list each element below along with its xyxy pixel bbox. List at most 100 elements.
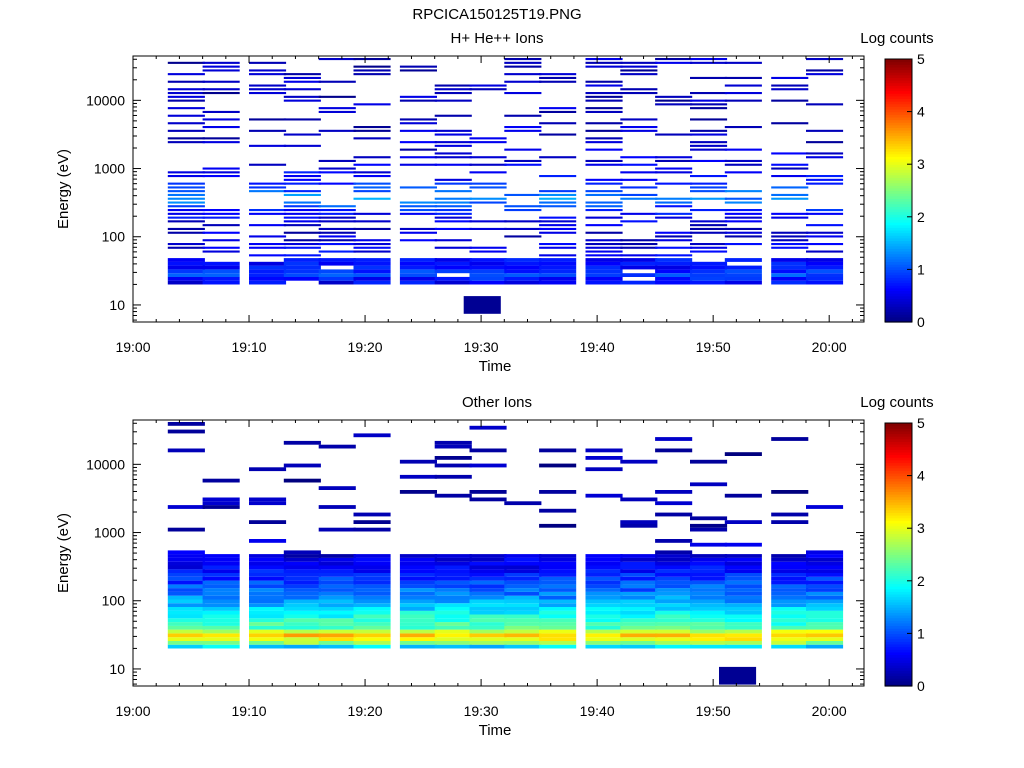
heatmap-cell [318, 637, 356, 641]
heatmap-cell [318, 269, 356, 274]
heatmap-cell [504, 227, 542, 230]
heatmap-cell [690, 614, 728, 619]
heatmap-cell [585, 448, 623, 453]
heatmap-cell [806, 554, 844, 558]
heatmap-cell [249, 539, 287, 543]
heatmap-cell [399, 614, 437, 619]
heatmap-cell [469, 186, 507, 189]
heatmap-cell [771, 175, 809, 178]
heatmap-cell [167, 610, 205, 615]
heatmap-cell [620, 614, 658, 619]
colorbar-segment [885, 609, 912, 613]
heatmap-cell [399, 629, 437, 634]
heatmap-cell [283, 231, 321, 234]
heatmap-cell [167, 80, 205, 83]
heatmap-cell [249, 501, 287, 506]
heatmap-cell [434, 216, 472, 219]
heatmap-cell [585, 591, 623, 596]
heatmap-cell [399, 573, 437, 577]
heatmap-cell [655, 584, 693, 589]
x-tick-label: 19:50 [696, 703, 731, 719]
heatmap-cell [434, 239, 472, 242]
heatmap-cell [655, 280, 693, 285]
colorbar-segment [885, 314, 912, 318]
heatmap-cell [249, 644, 287, 649]
colorbar-segment [885, 122, 912, 126]
heatmap-cell [318, 159, 356, 162]
heatmap-cell [585, 565, 623, 570]
colorbar-segment [885, 641, 912, 645]
heatmap-cell [539, 637, 577, 641]
heatmap-cell [283, 580, 321, 585]
heatmap-cell [585, 193, 623, 196]
heatmap-cell [283, 588, 321, 592]
colorbar-segment [885, 95, 912, 100]
colorbar-segment [885, 74, 912, 79]
heatmap-cell [167, 265, 205, 270]
colorbar-segment [885, 575, 912, 579]
heatmap-cell [399, 569, 437, 573]
colorbar-segment [885, 462, 912, 466]
heatmap-cell [202, 239, 240, 242]
heatmap-cell [539, 220, 577, 223]
heatmap-cell [318, 599, 356, 604]
heatmap-cell [167, 205, 205, 208]
colorbar-tick-label: 5 [917, 415, 925, 431]
colorbar-segment [885, 496, 912, 500]
x-tick-label: 19:10 [232, 339, 267, 355]
heatmap-cell [771, 84, 809, 87]
heatmap-cell [318, 614, 356, 619]
heatmap-cell [167, 557, 205, 562]
heatmap-cell [504, 80, 542, 83]
heatmap-cell [690, 625, 728, 630]
colorbar-segment [885, 164, 912, 168]
heatmap-cell [167, 182, 205, 185]
heatmap-cell [318, 565, 356, 570]
colorbar-segment [885, 449, 912, 453]
heatmap-cell [655, 182, 693, 185]
heatmap-cell [620, 220, 658, 223]
heatmap-cell [167, 212, 205, 215]
heatmap-cell [690, 144, 728, 147]
heatmap-cell [167, 141, 205, 144]
heatmap-cell [771, 235, 809, 238]
heatmap-cell [399, 141, 437, 144]
heatmap-cell [167, 527, 205, 532]
heatmap-cell [585, 610, 623, 615]
heatmap-cell [724, 588, 762, 592]
heatmap-cell [771, 193, 809, 196]
x-axis-label: Time [479, 722, 512, 739]
heatmap-cell [655, 235, 693, 238]
heatmap-cell [283, 258, 321, 262]
colorbar-segment [885, 90, 912, 94]
heatmap-cell [724, 573, 762, 577]
heatmap-cell [585, 61, 623, 64]
heatmap-cell [771, 99, 809, 102]
colorbar-segment [885, 161, 912, 165]
heatmap-cell [283, 622, 321, 626]
heatmap-cell [399, 265, 437, 270]
heatmap-cell [806, 258, 844, 262]
heatmap-cell [655, 159, 693, 162]
heatmap-cell [806, 156, 844, 159]
heatmap-cell [620, 254, 658, 257]
colorbar-segment [885, 636, 912, 640]
heatmap-cell [690, 148, 728, 151]
colorbar-segment [885, 559, 912, 563]
colorbar-segment [885, 266, 912, 270]
colorbar-segment [885, 499, 912, 503]
heatmap-cell [283, 193, 321, 196]
heatmap-cell [318, 618, 356, 623]
heatmap-cell [504, 148, 542, 151]
heatmap-cell [771, 186, 809, 189]
heatmap-cell [504, 129, 542, 132]
heatmap-cell [202, 269, 240, 274]
heatmap-cell [771, 599, 809, 604]
heatmap-cell [469, 84, 507, 87]
heatmap-cell [318, 610, 356, 615]
heatmap-cell [504, 588, 542, 592]
colorbar-segment [885, 293, 912, 297]
heatmap-cell [690, 591, 728, 596]
heatmap-cell [469, 584, 507, 589]
heatmap-cell [202, 231, 240, 234]
